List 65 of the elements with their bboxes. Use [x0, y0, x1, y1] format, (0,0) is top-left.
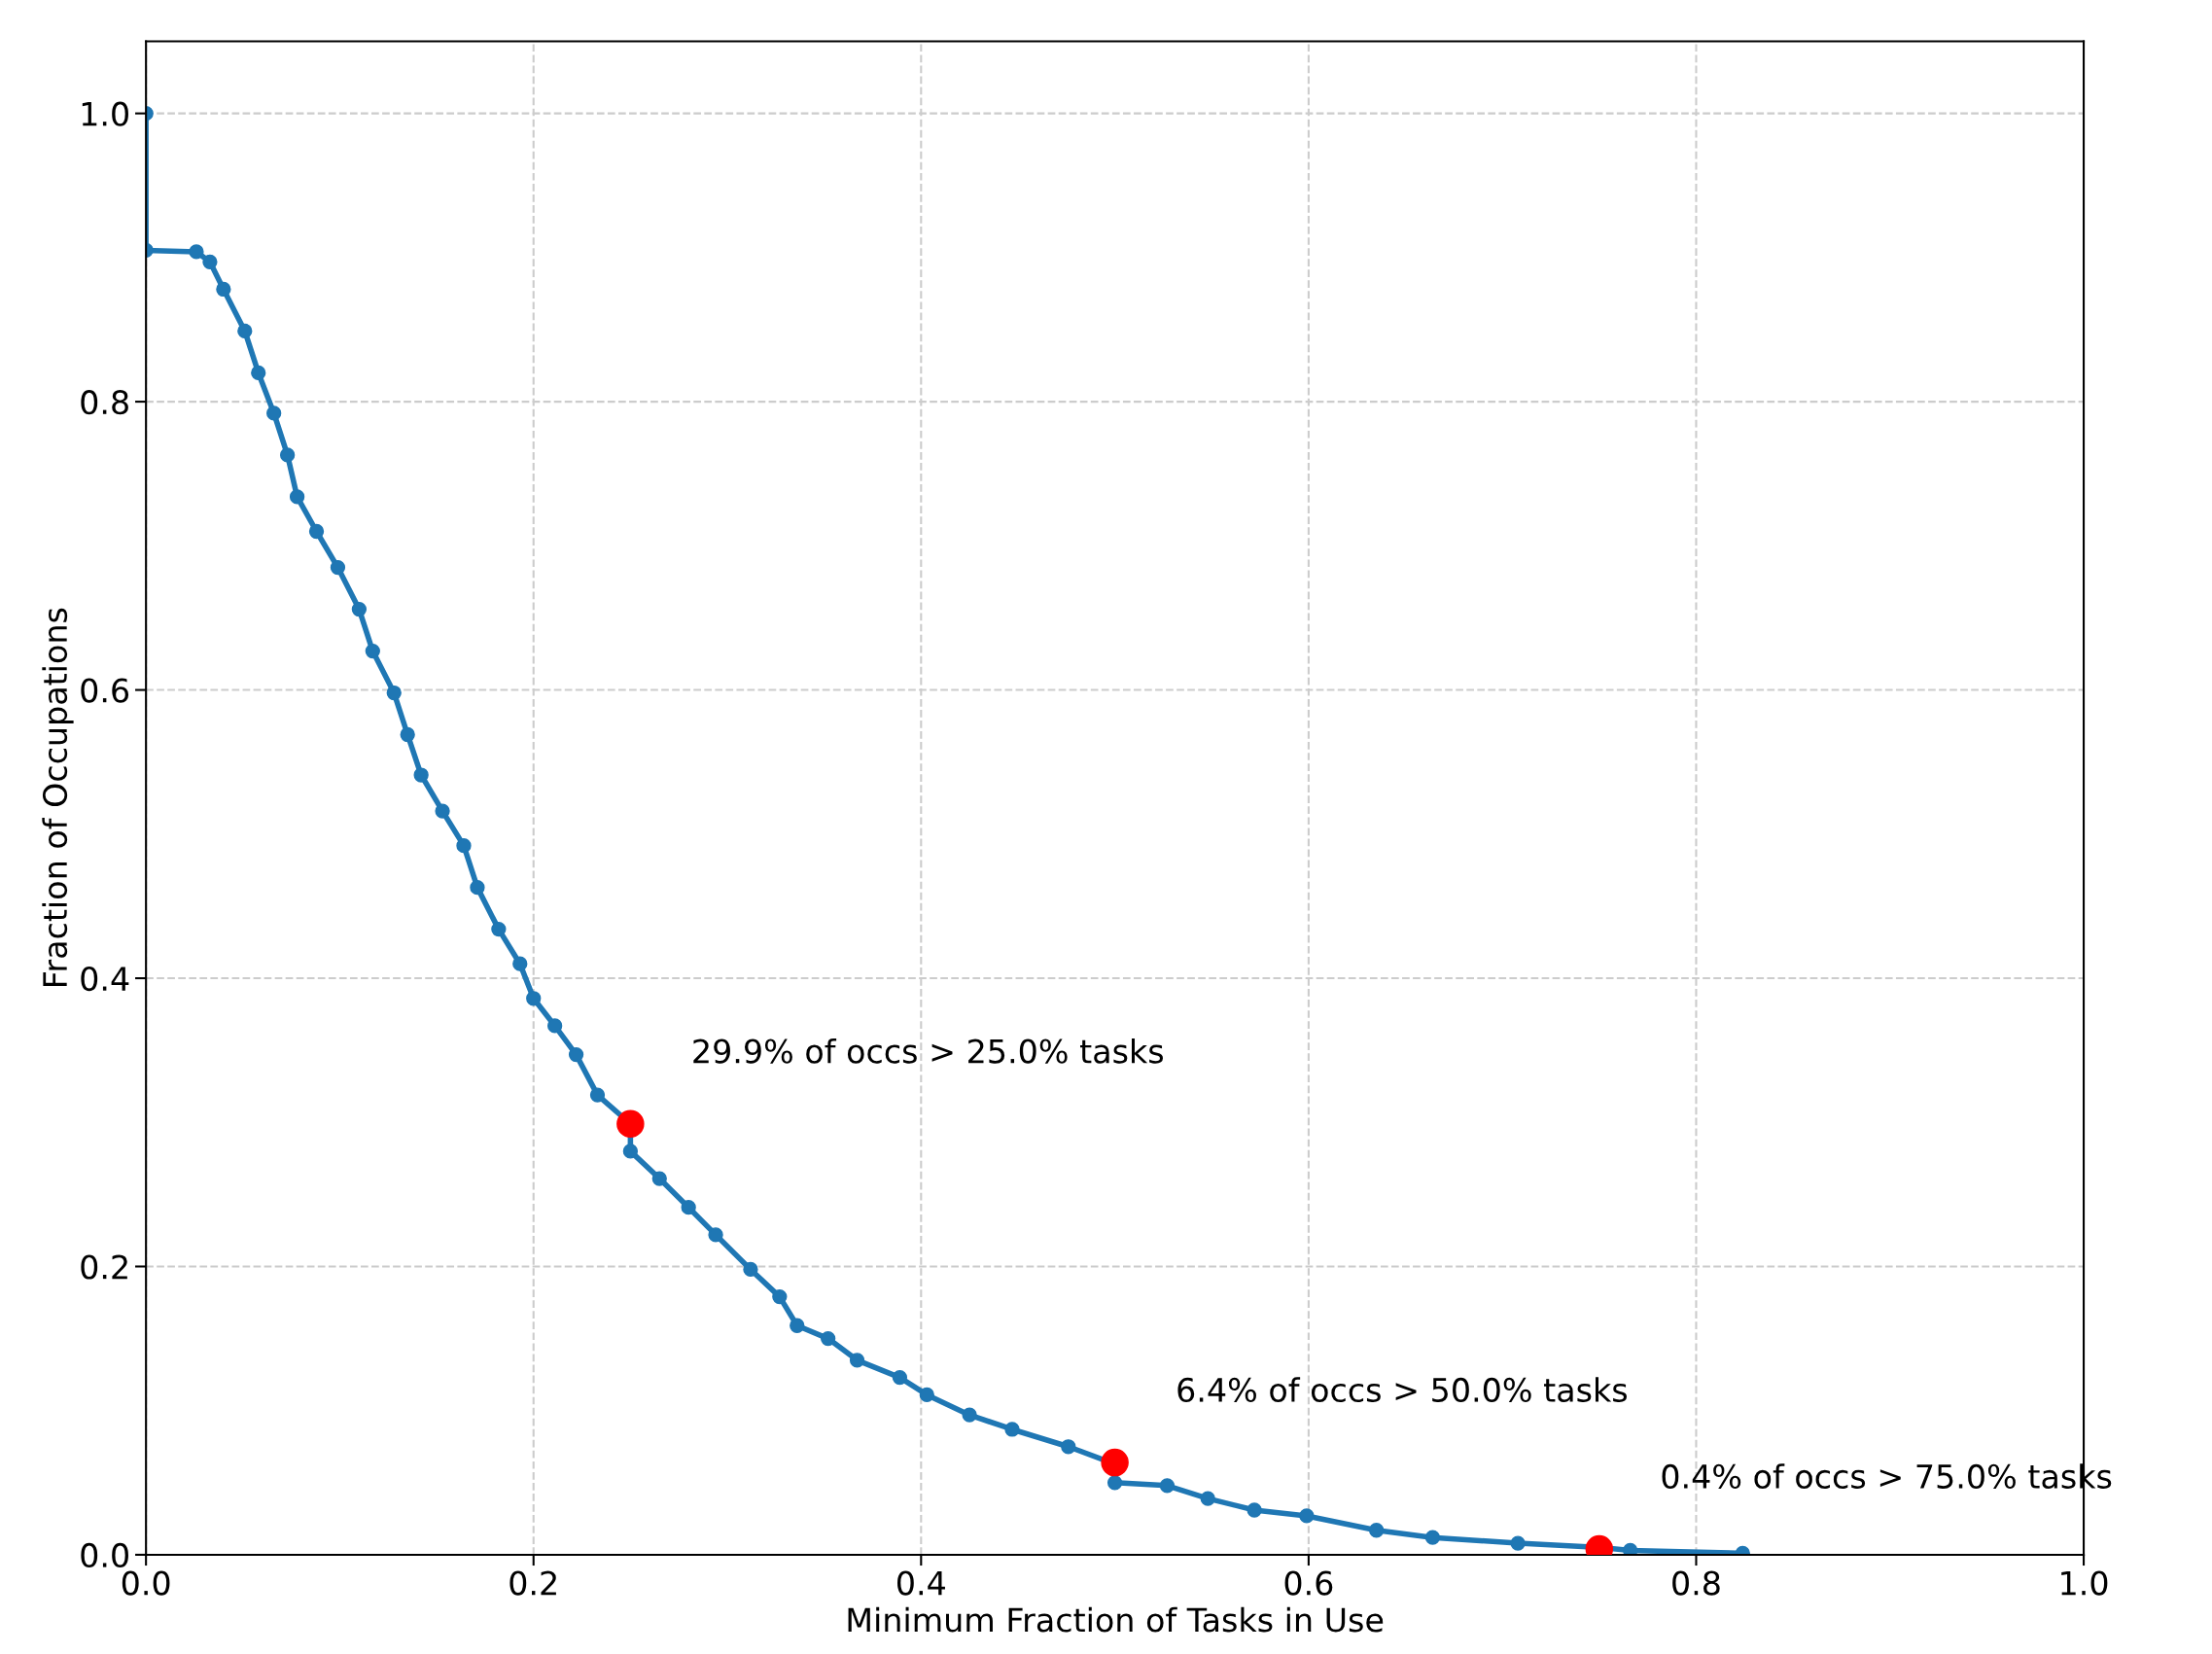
y-tick-label: 1.0	[82, 101, 128, 126]
point	[849, 1353, 865, 1368]
point	[651, 1171, 667, 1186]
point	[790, 1318, 805, 1333]
point	[308, 523, 325, 540]
point	[1368, 1523, 1385, 1538]
y-tick-label: 0.6	[81, 678, 129, 703]
x-tick-label: 0.8	[1672, 1570, 1720, 1596]
point	[821, 1330, 836, 1347]
point	[1004, 1422, 1020, 1437]
point	[892, 1369, 908, 1386]
point	[512, 956, 528, 971]
point	[547, 1018, 563, 1034]
point	[1200, 1491, 1215, 1506]
point	[386, 685, 402, 701]
point	[279, 447, 296, 463]
point	[919, 1387, 934, 1403]
x-tick-label: 0.2	[509, 1570, 556, 1596]
point	[266, 405, 282, 421]
point	[330, 559, 346, 576]
point	[237, 323, 253, 339]
point	[589, 1087, 606, 1103]
point	[1101, 1448, 1129, 1477]
annotation: 6.4% of occs > 50.0% tasks	[1177, 1377, 1628, 1403]
point	[365, 643, 380, 659]
point	[413, 767, 429, 783]
point	[616, 1109, 645, 1138]
point	[289, 489, 305, 505]
point	[568, 1046, 584, 1063]
y-tick-label: 0.0	[81, 1542, 128, 1568]
point	[1159, 1478, 1176, 1494]
point	[435, 803, 450, 819]
point	[351, 601, 368, 617]
point	[1299, 1508, 1315, 1524]
x-tick-label: 0.0	[122, 1570, 170, 1596]
point	[400, 726, 415, 743]
point	[962, 1407, 977, 1423]
point	[1246, 1502, 1262, 1518]
x-tick-label: 0.4	[897, 1570, 945, 1596]
point	[622, 1144, 639, 1159]
point	[491, 921, 507, 937]
point	[189, 244, 204, 260]
point	[1623, 1542, 1638, 1555]
annotation: 29.9% of occs > 25.0% tasks	[693, 1038, 1164, 1064]
point	[526, 991, 542, 1006]
point	[772, 1288, 788, 1305]
point	[1510, 1535, 1526, 1551]
point	[251, 365, 266, 381]
point	[743, 1261, 758, 1278]
point	[1424, 1530, 1441, 1545]
point	[1106, 1475, 1123, 1491]
point	[708, 1227, 723, 1243]
point	[681, 1200, 696, 1215]
y-axis-title: Fraction of Occupations	[42, 608, 74, 987]
x-axis-title: Minimum Fraction of Tasks in Use	[848, 1606, 1384, 1633]
y-tick-label: 0.2	[81, 1254, 127, 1280]
point	[202, 254, 218, 269]
point	[470, 879, 485, 896]
point	[456, 838, 472, 854]
x-tick-label: 1.0	[2061, 1570, 2108, 1596]
y-tick-label: 0.8	[81, 390, 128, 415]
point	[1061, 1439, 1076, 1455]
point	[216, 281, 231, 298]
y-tick-label: 0.4	[81, 966, 129, 992]
x-tick-label: 0.6	[1284, 1570, 1333, 1596]
